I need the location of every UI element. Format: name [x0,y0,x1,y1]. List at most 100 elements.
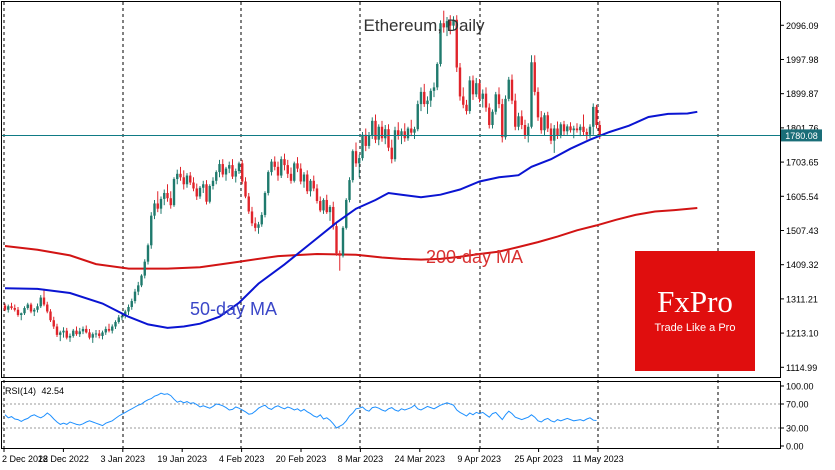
candle-body [46,304,49,312]
candle-body [117,317,120,322]
candle-body [484,93,488,108]
candle-body [211,180,215,187]
candle [254,217,257,232]
candle [387,124,390,152]
x-tick-label: 20 Feb 2023 [276,454,327,464]
candle-body [49,311,52,321]
candle [536,87,540,121]
candle-body [436,64,439,88]
candle-body [520,116,523,126]
candle [523,119,527,139]
x-tick-label: 19 Jan 2023 [157,454,207,464]
candle [335,222,338,256]
y-tick-label: 1311.21 [786,294,818,304]
candle-body [218,164,221,173]
candle [315,184,319,204]
rsi-current-value: 42.54 [42,386,65,396]
candle [150,212,153,249]
candle [289,167,293,184]
candle-body [179,173,182,178]
candle-body [205,184,208,202]
candle [478,78,481,103]
fxpro-tagline: Trade Like a Pro [655,322,736,334]
candle-body [208,186,211,202]
candle-body [3,305,7,310]
candle-body [458,67,462,97]
candle-body [241,163,244,182]
candle [20,312,23,321]
candle [208,184,211,204]
candle [351,149,354,183]
candle [16,306,20,317]
candle [237,161,241,174]
ma50-label: 50-day MA [190,299,277,319]
rsi-pane-border [1,381,781,449]
candle-body [471,80,475,95]
candle-body [299,168,302,182]
candle [575,123,579,133]
candle-body [302,174,306,182]
candle [81,326,85,335]
candle [244,177,247,199]
y-tick-label: 1605.54 [786,192,819,202]
x-tick-label: 3 Jan 2023 [101,454,146,464]
candle [117,314,120,324]
candle [68,333,72,342]
candle [49,309,52,322]
fxpro-logo [635,251,755,371]
candle [23,306,26,315]
x-tick-label: 4 Feb 2023 [219,454,265,464]
candle-body [371,120,374,136]
candle [241,159,244,185]
candle [306,170,309,195]
candle-body [598,125,601,136]
candle-body [59,332,62,335]
candle [182,170,185,190]
candle [403,123,406,142]
candle [582,114,585,136]
candle [62,327,65,338]
candle [471,75,475,100]
candle-body [432,87,436,91]
candle [338,250,341,271]
candle-body [540,117,543,131]
candle-body [98,333,101,336]
candle-body [579,126,582,131]
candle [377,124,380,146]
candle [302,172,306,188]
candle-body [488,107,491,126]
candle-body [377,126,380,140]
y-tick-label: 1507.43 [786,226,819,236]
candle-body [374,120,377,140]
candle-body [127,306,130,312]
candle [546,111,549,132]
candle-body [244,181,247,197]
candle [215,170,218,185]
price-axis: 2096.09 1997.98 1899.87 1801.76 1703.65 1605.… [780,21,819,373]
candle [497,87,501,109]
main-pane-border [1,1,781,378]
candle-body [481,93,484,99]
candle-body [494,94,497,112]
candle [166,184,169,202]
x-tick-label: 2 Dec 2022 [2,454,48,464]
candle-body [364,134,367,146]
candle-body [566,126,569,132]
candle-body [273,161,276,167]
candle [146,243,150,265]
candle [553,125,556,153]
candle [520,110,523,130]
candle-body [114,321,117,327]
candle-body [88,332,91,338]
candle-body [397,130,400,136]
candle-body [215,172,218,181]
candle-body [475,83,478,95]
candle [397,122,400,140]
candle [104,326,107,335]
candle [465,99,468,115]
candle [130,298,133,310]
candle [101,330,104,340]
candle-body [166,192,169,199]
candle-body [400,131,403,136]
candle [384,125,387,145]
